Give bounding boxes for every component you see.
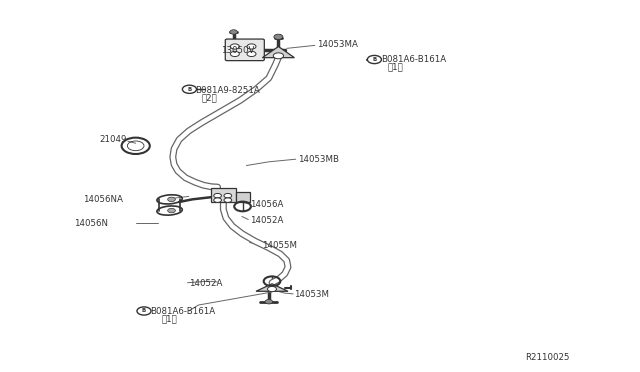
Circle shape [230, 44, 239, 49]
Circle shape [273, 53, 284, 59]
Text: 14052A: 14052A [189, 279, 222, 288]
FancyBboxPatch shape [225, 39, 264, 61]
Text: （2）: （2） [202, 93, 218, 102]
Circle shape [168, 197, 175, 202]
Circle shape [247, 51, 256, 57]
Text: B081A6-B161A: B081A6-B161A [381, 55, 446, 64]
Text: 14052A: 14052A [250, 216, 283, 225]
Circle shape [274, 34, 283, 39]
Bar [211, 188, 236, 202]
Circle shape [247, 44, 256, 49]
Text: 14056NA: 14056NA [83, 195, 123, 203]
Text: 14056N: 14056N [74, 219, 108, 228]
Text: B: B [142, 308, 146, 314]
Text: （1）: （1） [161, 315, 177, 324]
Text: 21049: 21049 [99, 135, 127, 144]
Text: R2110025: R2110025 [525, 353, 570, 362]
Text: 14053M: 14053M [294, 290, 330, 299]
Text: B: B [188, 87, 191, 92]
Circle shape [182, 85, 196, 93]
Text: B081A9-8251A: B081A9-8251A [195, 86, 260, 94]
Polygon shape [262, 46, 294, 58]
Circle shape [137, 307, 151, 315]
Circle shape [230, 30, 237, 34]
Text: 14055M: 14055M [262, 241, 298, 250]
Text: B: B [372, 57, 376, 62]
Circle shape [214, 193, 221, 198]
Circle shape [224, 193, 232, 198]
Bar [236, 192, 250, 202]
Circle shape [268, 286, 276, 292]
Circle shape [168, 208, 175, 213]
Circle shape [214, 198, 221, 202]
Text: B081A6-B161A: B081A6-B161A [150, 307, 216, 316]
Text: 13050V: 13050V [221, 46, 254, 55]
Text: 14053MA: 14053MA [317, 40, 358, 49]
Circle shape [367, 55, 381, 64]
Text: 14056A: 14056A [250, 200, 283, 209]
Text: 14053MB: 14053MB [298, 155, 339, 164]
Circle shape [265, 299, 273, 304]
Text: （1）: （1） [387, 62, 403, 71]
Circle shape [224, 198, 232, 202]
Polygon shape [256, 284, 288, 291]
Circle shape [230, 51, 239, 57]
